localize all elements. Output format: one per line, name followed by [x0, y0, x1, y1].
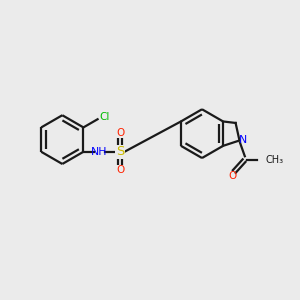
Text: CH₃: CH₃ — [266, 155, 284, 165]
Text: O: O — [116, 165, 124, 175]
Text: NH: NH — [91, 147, 107, 157]
Text: O: O — [228, 171, 236, 181]
Text: S: S — [116, 145, 124, 158]
Text: Cl: Cl — [99, 112, 110, 122]
Text: O: O — [116, 128, 124, 138]
Text: N: N — [239, 135, 247, 145]
